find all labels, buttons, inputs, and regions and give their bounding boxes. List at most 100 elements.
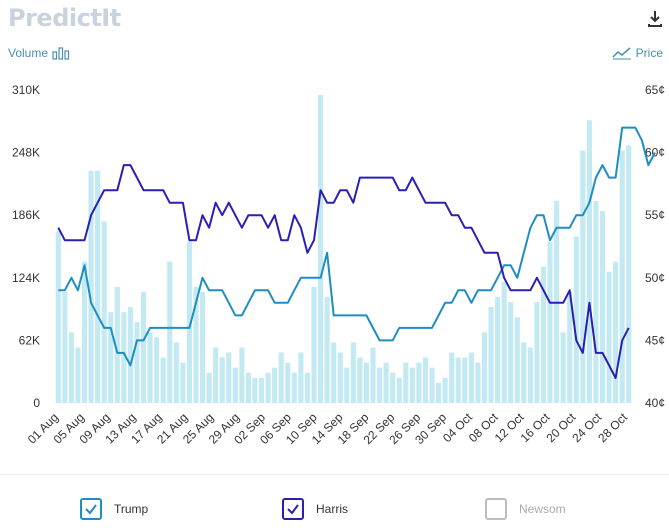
volume-bar (488, 307, 494, 403)
y-right-tick: 65¢ (645, 83, 665, 97)
volume-bar (580, 150, 586, 403)
download-icon[interactable] (647, 10, 663, 28)
legend-divider (0, 474, 669, 475)
volume-bar (429, 367, 435, 403)
volume-bar (573, 236, 579, 403)
volume-bar (285, 362, 291, 403)
volume-bar (606, 271, 612, 403)
volume-bar (173, 342, 179, 403)
volume-bar (219, 357, 225, 403)
y-right-tick: 40¢ (645, 396, 665, 410)
y-left-tick: 248K (12, 146, 40, 160)
y-right-tick: 45¢ (645, 333, 665, 347)
check-icon (287, 504, 299, 515)
volume-bar (331, 342, 337, 403)
y-right-tick: 60¢ (645, 146, 665, 160)
volume-bar (409, 367, 415, 403)
volume-bar (547, 241, 553, 403)
volume-bar (508, 302, 514, 403)
volume-bar (140, 291, 147, 403)
volume-bar (206, 372, 212, 403)
volume-bar (193, 286, 199, 403)
volume-bar (317, 95, 324, 403)
price-toggle[interactable]: Price (612, 46, 663, 60)
volume-bar (337, 352, 343, 403)
volume-bar (481, 332, 488, 403)
trump-checkbox[interactable] (80, 498, 102, 520)
volume-bar (311, 286, 317, 403)
volume-bar (475, 362, 481, 403)
volume-bar (455, 357, 461, 403)
legend-label-newsom: Newsom (519, 502, 566, 516)
volume-bar (121, 312, 127, 403)
volume-bar (613, 261, 619, 403)
legend-item-newsom[interactable]: Newsom (485, 498, 566, 520)
volume-bar (586, 120, 592, 404)
volume-bar (232, 367, 238, 403)
volume-bar (62, 291, 68, 403)
volume-bar (226, 352, 232, 403)
volume-bar (114, 286, 120, 403)
legend-label-harris: Harris (316, 502, 348, 516)
volume-bar (278, 352, 284, 403)
volume-bar (55, 231, 61, 403)
volume-bar (390, 372, 396, 403)
volume-bar (363, 362, 370, 403)
volume-bar (127, 307, 133, 403)
volume-bar (147, 332, 153, 403)
volume-bar (527, 347, 533, 403)
volume-bar (252, 377, 258, 403)
volume-bar (154, 337, 160, 403)
volume-bar (298, 352, 304, 403)
price-volume-chart: 062K124K186K248K310K40¢45¢50¢55¢60¢65¢01… (12, 83, 665, 447)
predictit-logo: PredictIt (8, 4, 121, 32)
y-left-tick: 186K (12, 208, 40, 222)
volume-bar (95, 170, 101, 403)
volume-label: Volume (8, 46, 49, 60)
legend-label-trump: Trump (114, 502, 149, 516)
x-tick-label: 28 Oct (595, 410, 630, 445)
check-icon (85, 504, 97, 515)
volume-bar (186, 241, 192, 403)
volume-bar (501, 281, 507, 403)
volume-toggle[interactable]: Volume (8, 46, 70, 60)
y-right-tick: 50¢ (645, 271, 665, 285)
volume-bar (593, 201, 599, 403)
volume-bar (180, 362, 186, 403)
newsom-checkbox[interactable] (485, 498, 507, 520)
volume-bar (272, 367, 278, 403)
volume-bar (468, 352, 474, 403)
volume-bar (68, 332, 74, 403)
volume-bar (350, 342, 356, 403)
y-left-tick: 0 (33, 396, 40, 410)
volume-bar (344, 367, 350, 403)
volume-bar (619, 150, 625, 403)
volume-bar (422, 357, 429, 403)
volume-bar (495, 296, 501, 403)
volume-bar (462, 357, 468, 403)
legend-item-trump[interactable]: Trump (80, 498, 148, 520)
series-line-harris (57, 164, 630, 379)
volume-bar (442, 377, 448, 403)
line-chart-icon (612, 47, 631, 60)
legend-item-harris[interactable]: Harris (282, 498, 348, 520)
volume-bar (75, 347, 81, 403)
volume-bar (514, 317, 520, 403)
volume-bar (101, 221, 107, 403)
volume-bar (239, 347, 245, 403)
volume-bar (403, 362, 409, 403)
volume-bar (88, 170, 94, 403)
volume-bar (324, 296, 330, 403)
volume-bar (213, 347, 219, 403)
y-left-tick: 62K (19, 333, 40, 347)
volume-bar (449, 352, 455, 403)
volume-bar (304, 372, 310, 403)
volume-bar (199, 291, 206, 403)
y-right-tick: 55¢ (645, 208, 665, 222)
volume-bar (81, 261, 88, 403)
y-left-tick: 310K (12, 83, 40, 97)
volume-bar (534, 302, 540, 403)
volume-bar (377, 367, 383, 403)
harris-checkbox[interactable] (282, 498, 304, 520)
volume-bar (265, 372, 271, 403)
